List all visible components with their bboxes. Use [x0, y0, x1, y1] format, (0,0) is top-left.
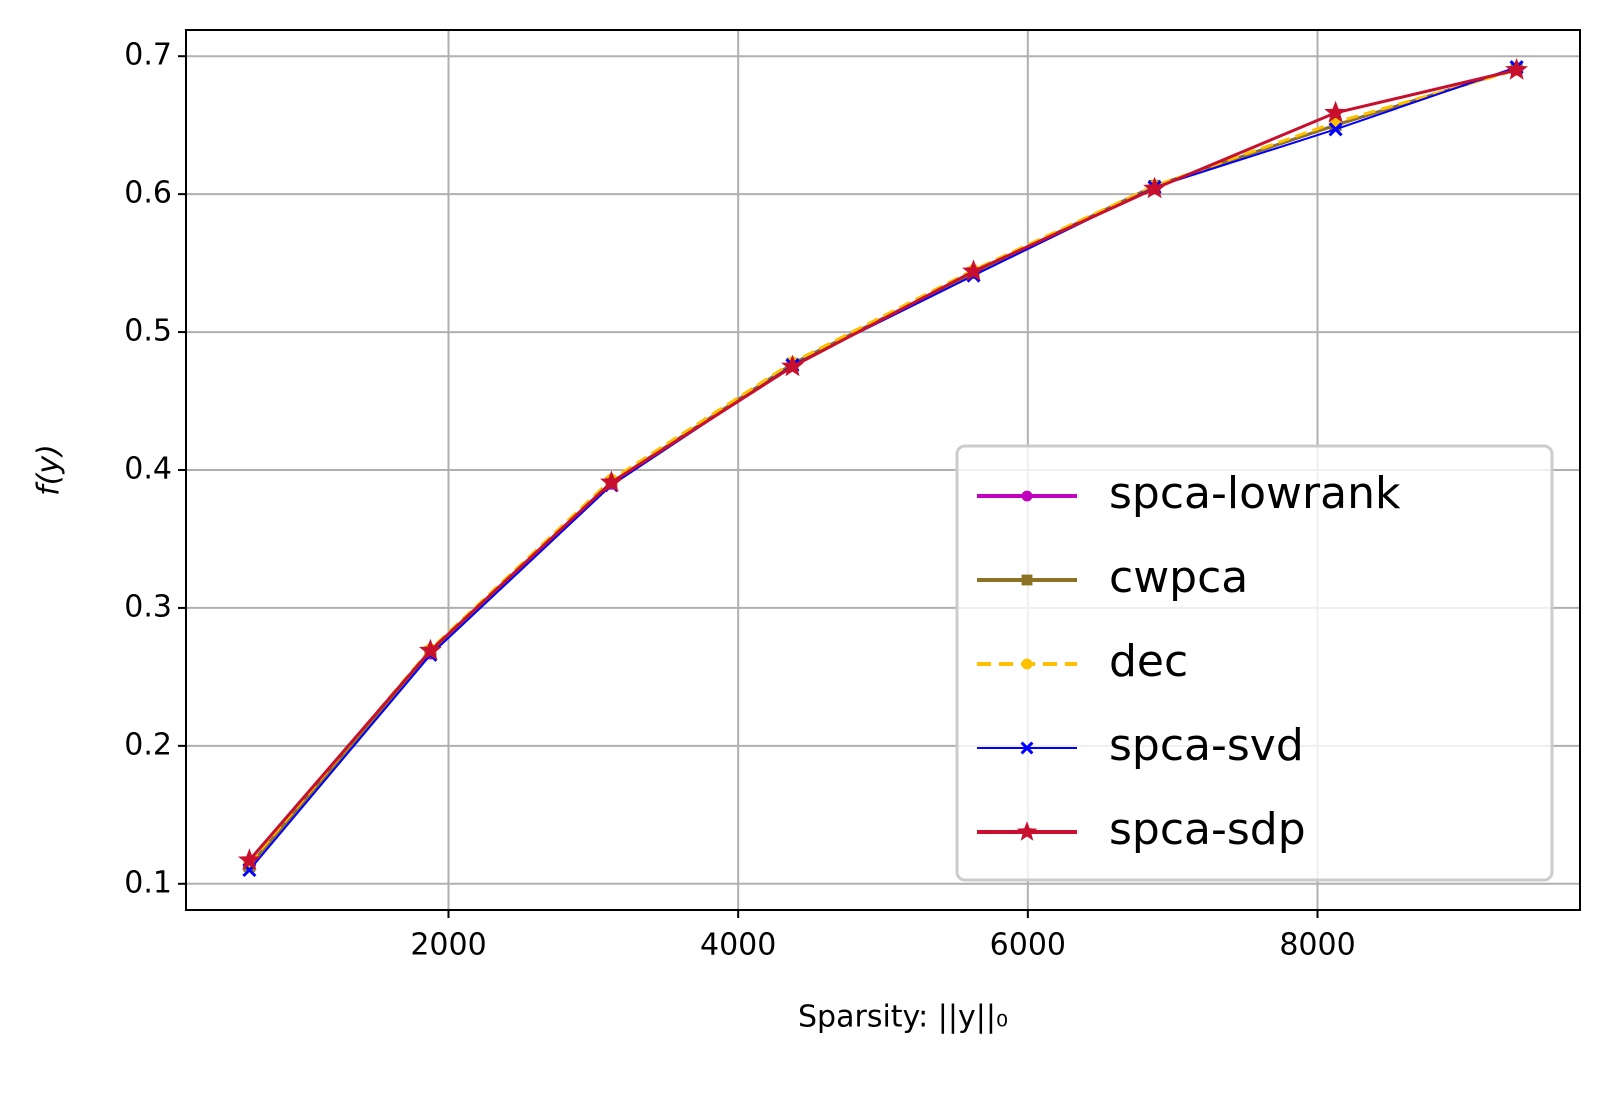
marker	[238, 848, 261, 871]
legend-marker	[1021, 490, 1033, 502]
y-tick-label: 0.3	[124, 589, 172, 624]
y-tick-label: 0.5	[124, 314, 172, 349]
x-tick-label: 8000	[1279, 928, 1355, 963]
legend-marker	[1021, 658, 1033, 670]
legend-label: spca-svd	[1109, 720, 1304, 771]
legend: spca-lowrank cwpca dec spca-svd spca-sdp	[955, 444, 1554, 882]
y-tick-label: 0.7	[124, 38, 172, 73]
legend-label: spca-sdp	[1109, 804, 1306, 855]
legend-label: dec	[1109, 636, 1188, 687]
legend-label: spca-lowrank	[1109, 468, 1401, 519]
marker	[600, 470, 623, 493]
x-tick-label: 6000	[990, 928, 1066, 963]
x-tick-label: 4000	[700, 928, 776, 963]
x-axis-label: Sparsity: ||y||₀	[798, 1000, 1008, 1035]
legend-marker	[1016, 821, 1038, 841]
x-tick-label: 2000	[410, 928, 486, 963]
y-tick-label: 0.1	[124, 865, 172, 900]
y-axis-label: f(y)	[32, 444, 67, 496]
y-tick-label: 0.6	[124, 176, 172, 211]
legend-box	[955, 444, 1554, 882]
y-tick-label: 0.4	[124, 452, 172, 487]
legend-marker	[1020, 741, 1034, 755]
marker	[1324, 100, 1347, 123]
marker	[1505, 58, 1528, 80]
series-line	[248, 68, 1518, 865]
plot-frame	[185, 29, 1581, 911]
marker	[419, 638, 442, 661]
legend-label: cwpca	[1109, 552, 1248, 603]
marker	[781, 354, 804, 377]
marker	[1143, 176, 1166, 199]
y-tick-label: 0.2	[124, 727, 172, 762]
marker	[1328, 122, 1343, 137]
legend-marker	[1021, 574, 1033, 586]
marker	[962, 259, 985, 282]
series-line	[248, 68, 1517, 862]
